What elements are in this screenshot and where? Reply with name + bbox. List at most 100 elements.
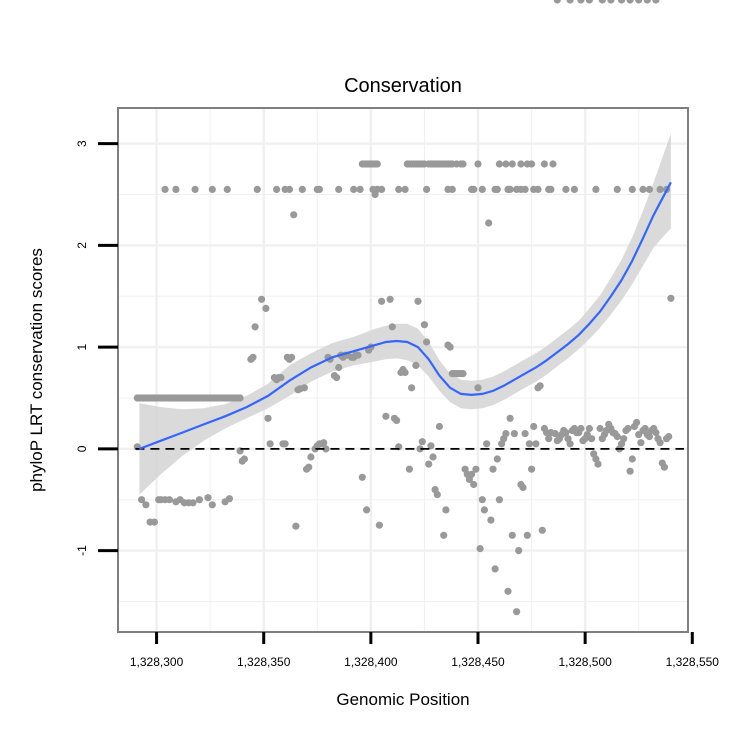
data-point xyxy=(549,160,557,168)
data-point xyxy=(545,185,553,193)
x-tick-label: 1,328,300 xyxy=(130,655,184,669)
data-point xyxy=(585,0,593,4)
x-tick-label: 1,328,500 xyxy=(558,655,612,669)
data-point xyxy=(298,185,306,193)
data-point xyxy=(468,470,476,478)
data-point xyxy=(429,453,437,461)
data-point xyxy=(480,506,488,514)
data-point xyxy=(472,465,480,473)
data-point xyxy=(508,531,516,539)
data-point xyxy=(172,185,180,193)
data-point xyxy=(570,185,579,193)
data-point xyxy=(515,547,523,555)
data-point xyxy=(478,496,486,504)
data-point xyxy=(292,522,300,530)
data-point xyxy=(519,483,527,492)
data-point xyxy=(266,440,274,448)
x-axis: 1,328,300 1,328,350 1,328,400 1,328,450 1,32… xyxy=(130,632,719,669)
data-point xyxy=(521,430,529,438)
data-point xyxy=(652,0,660,4)
data-point xyxy=(577,0,585,4)
data-point xyxy=(487,516,495,524)
confidence-band-group xyxy=(139,133,671,495)
data-point xyxy=(433,491,441,499)
data-point xyxy=(373,160,381,168)
data-point xyxy=(273,185,281,193)
data-point xyxy=(446,343,454,351)
y-tick-label: 0 xyxy=(75,445,89,452)
data-point xyxy=(425,460,433,468)
data-point xyxy=(262,304,270,312)
data-point xyxy=(350,185,358,193)
data-point xyxy=(626,0,634,4)
data-point xyxy=(553,0,561,4)
data-point xyxy=(502,430,510,438)
data-point xyxy=(386,295,394,303)
data-point xyxy=(545,435,553,443)
data-point xyxy=(628,455,636,463)
smooth-line xyxy=(139,181,672,450)
data-point xyxy=(191,185,199,193)
data-point xyxy=(483,440,491,448)
data-point xyxy=(635,0,643,4)
data-point xyxy=(249,353,257,361)
data-point xyxy=(495,160,503,168)
data-point xyxy=(513,608,521,616)
data-point xyxy=(378,297,386,305)
data-point xyxy=(620,435,628,443)
x-tick-label: 1,328,450 xyxy=(451,655,505,669)
data-point xyxy=(495,496,503,504)
data-point xyxy=(208,501,216,509)
data-point xyxy=(530,422,538,431)
data-point xyxy=(150,518,158,526)
data-points xyxy=(133,0,675,616)
data-point xyxy=(258,295,266,303)
data-point xyxy=(660,463,669,471)
data-point xyxy=(474,384,482,392)
data-point xyxy=(493,185,501,193)
data-point xyxy=(236,394,244,402)
data-point xyxy=(645,433,654,441)
data-point xyxy=(223,185,231,193)
data-point xyxy=(613,185,621,193)
y-tick-label: 2 xyxy=(75,242,89,249)
chart-title: Conservation xyxy=(344,75,462,97)
data-point xyxy=(510,430,518,438)
data-point xyxy=(618,0,626,4)
data-point xyxy=(189,499,197,507)
data-point xyxy=(378,185,386,193)
data-point xyxy=(551,430,559,438)
data-point xyxy=(204,494,212,502)
data-point xyxy=(281,440,289,448)
data-point xyxy=(562,185,570,193)
data-point xyxy=(607,0,615,4)
data-point xyxy=(502,160,510,168)
data-point xyxy=(277,374,285,382)
data-point xyxy=(444,185,452,193)
data-point xyxy=(354,351,362,359)
data-point xyxy=(420,321,428,329)
data-point xyxy=(540,160,549,168)
data-point xyxy=(401,368,409,377)
data-point xyxy=(470,185,478,193)
data-point xyxy=(363,506,371,514)
data-point xyxy=(532,440,540,448)
data-point xyxy=(333,374,341,382)
data-point xyxy=(585,424,594,433)
data-point xyxy=(414,297,422,305)
data-point xyxy=(624,424,632,433)
data-point xyxy=(416,445,424,453)
smooth-line-group xyxy=(139,181,672,450)
data-point xyxy=(594,460,602,468)
data-point xyxy=(253,185,261,193)
data-point xyxy=(474,160,482,168)
data-point xyxy=(307,453,315,461)
data-point xyxy=(639,185,647,193)
data-point xyxy=(665,433,673,441)
x-tick-label: 1,328,550 xyxy=(666,655,720,669)
data-point xyxy=(637,439,645,447)
data-point xyxy=(423,185,431,193)
y-tick-label: 3 xyxy=(75,140,89,147)
data-point xyxy=(358,473,366,481)
data-point xyxy=(264,414,272,422)
